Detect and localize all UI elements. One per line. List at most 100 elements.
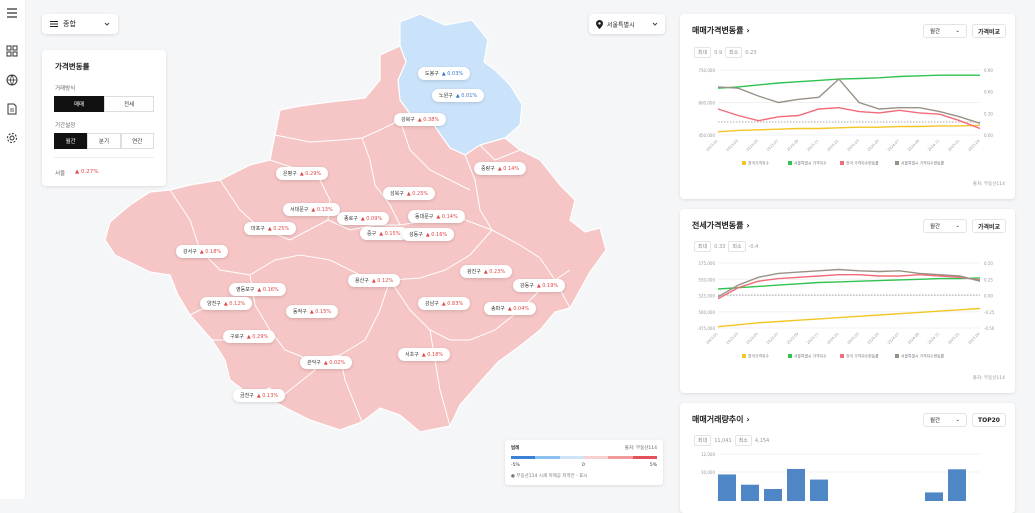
x-tick: 2025.04 — [967, 138, 981, 152]
district-value: ▲ 0.29% — [299, 170, 322, 177]
volume-period-select[interactable]: 월간 ⌄ — [923, 413, 967, 427]
district-label[interactable]: 강북구 ▲ 0.38% — [394, 113, 447, 126]
district-label[interactable]: 관악구 ▲ 0.02% — [300, 356, 353, 369]
series-line — [717, 273, 981, 300]
x-tick: 2023.01 — [705, 139, 718, 152]
menu-icon[interactable] — [5, 6, 19, 20]
district-label[interactable]: 용산구 ▲ 0.12% — [348, 274, 401, 287]
district-name: 중구 — [367, 231, 377, 237]
district-label[interactable]: 마포구 ▲ 0.25% — [244, 222, 297, 235]
x-tick: 2024.07 — [887, 332, 900, 345]
district-name: 도봉구 — [425, 71, 439, 77]
legend-swatch — [840, 354, 844, 358]
trade-option-sale[interactable]: 매매 — [54, 96, 104, 112]
district-value: ▲ 0.04% — [507, 305, 530, 312]
district-label[interactable]: 종로구 ▲ 0.09% — [337, 212, 390, 225]
district-label[interactable]: 강동구 ▲ 0.19% — [513, 279, 566, 292]
y-tick-left: 12,000 — [701, 452, 715, 457]
jeonse-period-select[interactable]: 월간 ⌄ — [923, 219, 967, 233]
chevron-down-icon: ⌄ — [955, 28, 960, 34]
period-toggle: 월간 분기 연간 — [54, 133, 154, 149]
chevron-right-icon: › — [746, 221, 750, 230]
district-name: 노원구 — [439, 93, 453, 99]
district-label[interactable]: 구로구 ▲ 0.29% — [223, 330, 276, 343]
district-label[interactable]: 영등포구 ▲ 0.16% — [229, 283, 286, 296]
district-label[interactable]: 노원구 ▲ 0.01% — [432, 89, 485, 102]
district-name: 금천구 — [240, 393, 254, 399]
sale-stats: 최대 0.9 최소 0.23 — [694, 47, 757, 58]
x-tick: 2023.05 — [746, 139, 759, 152]
district-name: 강서구 — [183, 249, 197, 255]
price-change-filter-panel: 가격변동률 거래방식 매매 전세 기간설정 월간 분기 연간 서울 ▲ 0.27… — [42, 50, 166, 186]
district-label[interactable]: 강남구 ▲ 0.83% — [418, 297, 471, 310]
chevron-right-icon: › — [746, 415, 750, 424]
district-label[interactable]: 동작구 ▲ 0.15% — [286, 305, 339, 318]
period-option-yearly[interactable]: 연간 — [120, 133, 154, 149]
y-tick-left: 525,000 — [698, 294, 715, 299]
x-tick: 2023.03 — [726, 332, 739, 345]
jeonse-chart: 575,000 550,000 525,000 500,000 475,000 0.50 0… — [698, 261, 994, 359]
legend-swatch — [608, 456, 633, 459]
district-label[interactable]: 광진구 ▲ 0.23% — [460, 265, 513, 278]
district-value: ▲ 0.16% — [257, 286, 279, 293]
volume-bar — [718, 474, 736, 501]
seoul-map — [104, 13, 607, 433]
region-label: 서울특별시 — [607, 21, 635, 29]
district-label[interactable]: 성동구 ▲ 0.16% — [402, 228, 455, 241]
series-line — [717, 268, 981, 298]
y-tick-left: 10,000 — [701, 470, 715, 475]
y-tick-right: 0.30 — [984, 111, 993, 116]
trade-option-jeonse[interactable]: 전세 — [104, 96, 154, 112]
globe-icon[interactable] — [5, 73, 19, 87]
sale-period-select[interactable]: 월간 ⌄ — [923, 24, 967, 38]
document-icon[interactable] — [5, 102, 19, 116]
map-legend: 범례 출처: 부동산114 -5% 0 5% ● 부동산114 시세 미제공 지… — [505, 440, 663, 485]
x-tick: 2024.05 — [867, 139, 880, 152]
sale-compare-button[interactable]: 가격비교 — [972, 24, 1006, 38]
district-value: ▲ 0.29% — [246, 333, 269, 340]
district-label[interactable]: 도봉구 ▲ 0.03% — [418, 67, 471, 80]
legend-min: -5% — [511, 463, 520, 468]
district-label[interactable]: 성북구 ▲ 0.25% — [383, 187, 436, 200]
district-label[interactable]: 강서구 ▲ 0.18% — [176, 245, 229, 258]
district-label[interactable]: 양천구 ▲ 0.12% — [200, 297, 253, 310]
x-tick: 2023.07 — [766, 139, 779, 152]
x-tick: 2024.05 — [867, 332, 880, 345]
district-label[interactable]: 중랑구 ▲ 0.14% — [474, 162, 527, 175]
district-label[interactable]: 은평구 ▲ 0.29% — [276, 167, 329, 180]
district-label[interactable]: 송파구 ▲ 0.04% — [484, 302, 537, 315]
district-label[interactable]: 금천구 ▲ 0.13% — [233, 389, 286, 402]
volume-top20-button[interactable]: TOP20 — [972, 413, 1006, 427]
district-name: 광진구 — [467, 269, 481, 275]
seoul-districts-region[interactable] — [104, 45, 607, 433]
sale-card-title[interactable]: 매매가격변동률 › — [692, 26, 750, 35]
series-line — [717, 106, 981, 130]
district-name: 용산구 — [355, 278, 369, 284]
x-tick: 2024.01 — [826, 139, 839, 152]
district-value: ▲ 0.03% — [441, 70, 464, 77]
district-name: 송파구 — [491, 306, 505, 312]
district-value: ▲ 0.15% — [309, 308, 332, 315]
category-dropdown[interactable]: 종합 — [42, 14, 118, 34]
divider — [54, 157, 154, 158]
district-value: ▲ 0.16% — [425, 231, 448, 238]
volume-card-title[interactable]: 매매거래량추이 › — [692, 415, 750, 424]
grid-icon[interactable] — [5, 44, 19, 58]
district-name: 강동구 — [520, 283, 534, 289]
region-dropdown[interactable]: 서울특별시 — [589, 14, 665, 34]
district-label[interactable]: 서대문구 ▲ 0.13% — [283, 203, 340, 216]
district-value: ▲ 0.12% — [223, 300, 246, 307]
volume-bar — [948, 469, 966, 501]
y-tick-right: 0.50 — [984, 261, 993, 266]
district-label[interactable]: 동대문구 ▲ 0.14% — [408, 210, 465, 223]
district-label[interactable]: 중구 ▲ 0.15% — [360, 227, 408, 240]
period-option-quarterly[interactable]: 분기 — [87, 133, 121, 149]
period-option-monthly[interactable]: 월간 — [54, 133, 88, 149]
district-label[interactable]: 서초구 ▲ 0.18% — [398, 348, 451, 361]
settings-icon[interactable] — [5, 131, 19, 145]
jeonse-compare-button[interactable]: 가격비교 — [972, 219, 1006, 233]
y-tick-right: 0.00 — [984, 294, 993, 299]
list-icon — [50, 21, 58, 27]
x-tick: 2023.05 — [746, 332, 759, 345]
jeonse-card-title[interactable]: 전세가격변동률 › — [692, 221, 750, 230]
